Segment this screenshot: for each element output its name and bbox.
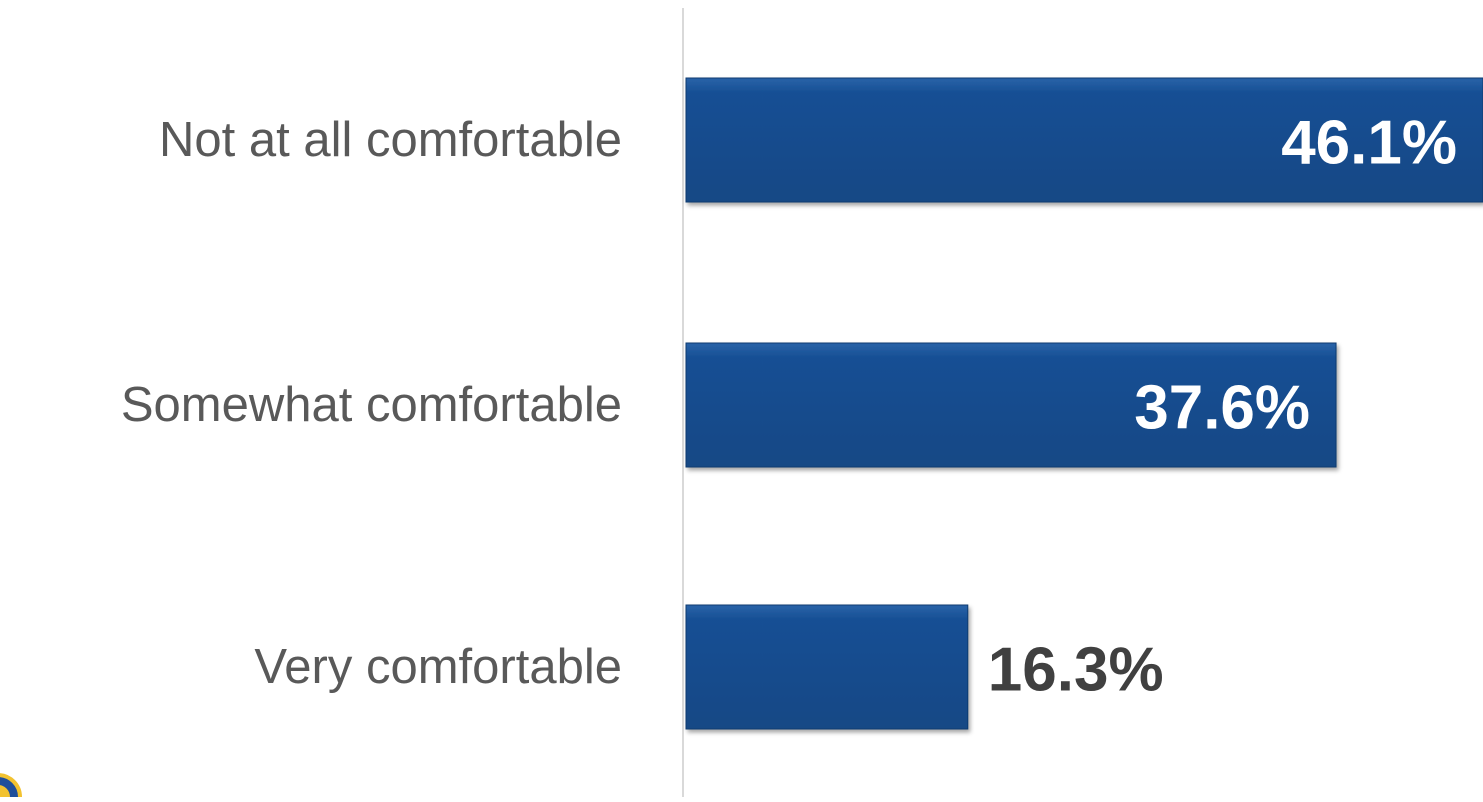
value-label-somewhat-comfortable: 37.6% [1134,374,1310,443]
seal-logo-icon [0,773,22,802]
bars-layer: Not at all comfortable 46.1% Somewhat comf… [121,77,1483,730]
category-label-not-at-all-comfortable: Not at all comfortable [159,113,622,167]
category-label-very-comfortable: Very comfortable [254,640,622,694]
bar-not-at-all-comfortable [685,77,1483,203]
bar-somewhat-comfortable [685,342,1337,468]
category-label-somewhat-comfortable: Somewhat comfortable [121,378,622,432]
bar-very-comfortable [685,604,969,730]
value-label-very-comfortable: 16.3% [988,636,1164,705]
value-label-not-at-all-comfortable: 46.1% [1281,109,1457,178]
